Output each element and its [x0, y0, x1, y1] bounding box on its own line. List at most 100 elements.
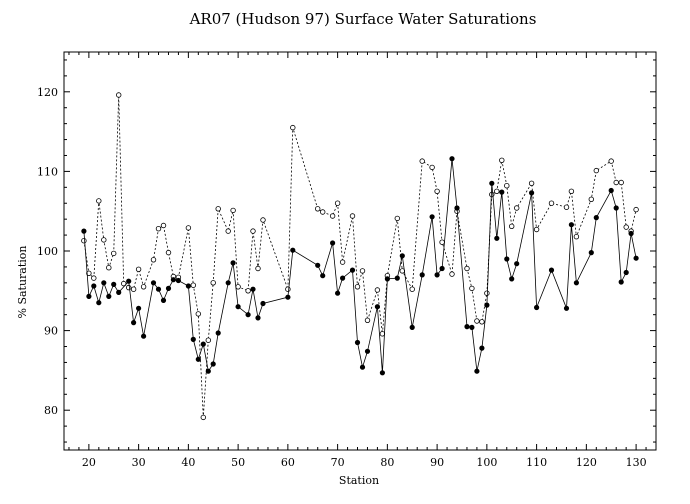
filled-circle-point — [568, 222, 575, 228]
open-circle-point — [533, 226, 540, 233]
open-circle-point — [573, 233, 580, 240]
open-circle-point — [339, 259, 346, 265]
filled-circle-point — [494, 235, 500, 241]
filled-circle-point — [150, 280, 157, 286]
open-circle-point — [429, 164, 435, 171]
filled-circle-point — [160, 297, 167, 303]
open-circle-point — [230, 207, 236, 214]
y-tick-label: 110 — [37, 165, 58, 178]
open-circle-point — [469, 285, 475, 292]
filled-circle-point — [111, 281, 117, 287]
filled-circle-point — [409, 324, 415, 330]
filled-circle-point — [588, 250, 594, 256]
filled-circle-point — [454, 205, 460, 211]
open-circle-point — [419, 158, 425, 164]
filled-circle-point — [364, 348, 371, 354]
open-circle-point — [474, 318, 480, 324]
open-circle-point — [320, 209, 326, 215]
filled-circle-point — [190, 336, 196, 342]
filled-circle-point — [608, 187, 614, 194]
filled-circle-point — [394, 275, 400, 281]
filled-circle-point — [469, 324, 475, 330]
open-circle-point — [434, 188, 440, 194]
open-circle-point — [623, 224, 629, 230]
open-circle-point — [81, 237, 87, 244]
x-tick-label: 90 — [430, 456, 444, 469]
open-circle-point — [315, 206, 321, 212]
open-circle-point — [250, 228, 256, 234]
filled-circle-point — [200, 341, 206, 347]
open-circle-point — [334, 200, 341, 206]
filled-circle-point — [96, 300, 102, 306]
open-circle-point — [245, 288, 251, 294]
filled-circle-point — [374, 304, 380, 310]
open-circle-point — [200, 414, 206, 421]
filled-circle-point — [419, 272, 425, 278]
filled-circle-point — [623, 269, 629, 276]
open-circle-point — [130, 286, 137, 292]
open-circle-point — [210, 280, 216, 286]
open-circle-point — [260, 217, 266, 223]
filled-circle-point — [618, 279, 624, 285]
x-tick-label: 110 — [526, 456, 547, 469]
filled-circle-point — [141, 333, 147, 339]
filled-circle-point — [479, 345, 485, 351]
open-circle-point — [190, 282, 196, 288]
filled-circle-point — [384, 276, 390, 282]
open-circle-point — [548, 200, 555, 206]
open-circle-point — [359, 268, 366, 274]
open-circle-point — [115, 92, 122, 98]
x-tick-label: 80 — [380, 456, 394, 469]
open-circle-point — [215, 206, 221, 212]
x-tick-label: 120 — [576, 456, 597, 469]
filled-circle-point — [250, 286, 256, 292]
open-circle-point — [613, 179, 619, 186]
filled-circle-point — [484, 302, 490, 308]
filled-circle-point — [489, 180, 495, 186]
x-tick-label: 60 — [281, 456, 295, 469]
filled-circle-point — [170, 277, 176, 283]
filled-circle-point — [613, 205, 619, 211]
filled-circle-point — [225, 280, 231, 286]
open-circle-point — [499, 157, 505, 163]
open-circle-point — [364, 317, 371, 323]
open-circle-point — [528, 180, 535, 186]
filled-circle-point — [329, 240, 336, 246]
filled-circle-point — [504, 256, 510, 262]
filled-circle-point — [185, 283, 191, 289]
filled-circle-point — [106, 293, 112, 299]
x-axis-label: Station — [339, 474, 379, 487]
chart-title: AR07 (Hudson 97) Surface Water Saturatio… — [189, 10, 537, 28]
open-circle-point — [608, 158, 614, 164]
filled-circle-point — [215, 330, 221, 336]
filled-circle-point — [320, 273, 326, 279]
filled-circle-point — [195, 356, 201, 362]
filled-circle-point — [509, 276, 515, 282]
data-series — [81, 92, 639, 421]
open-circle-point — [354, 284, 361, 290]
dashed-series-line — [83, 94, 637, 418]
filled-circle-point — [210, 361, 216, 367]
open-circle-point — [160, 222, 167, 229]
y-axis-label: % Saturation — [16, 245, 29, 318]
open-circle-point — [464, 265, 470, 272]
open-circle-point — [165, 249, 172, 256]
filled-circle-point — [101, 280, 107, 286]
open-circle-point — [509, 223, 515, 229]
open-circle-point — [409, 286, 415, 292]
x-tick-label: 130 — [626, 456, 647, 469]
open-circle-point — [125, 284, 132, 291]
filled-circle-point — [573, 280, 580, 286]
filled-circle-point — [131, 319, 137, 326]
open-circle-point — [91, 275, 97, 281]
open-circle-point — [374, 287, 381, 293]
filled-circle-point — [155, 286, 162, 292]
filled-circle-point — [563, 305, 570, 311]
filled-circle-point — [434, 272, 440, 278]
filled-circle-point — [334, 290, 341, 296]
open-circle-point — [235, 284, 241, 290]
x-tick-label: 40 — [181, 456, 195, 469]
open-circle-point — [593, 167, 599, 174]
open-circle-point — [96, 198, 102, 204]
